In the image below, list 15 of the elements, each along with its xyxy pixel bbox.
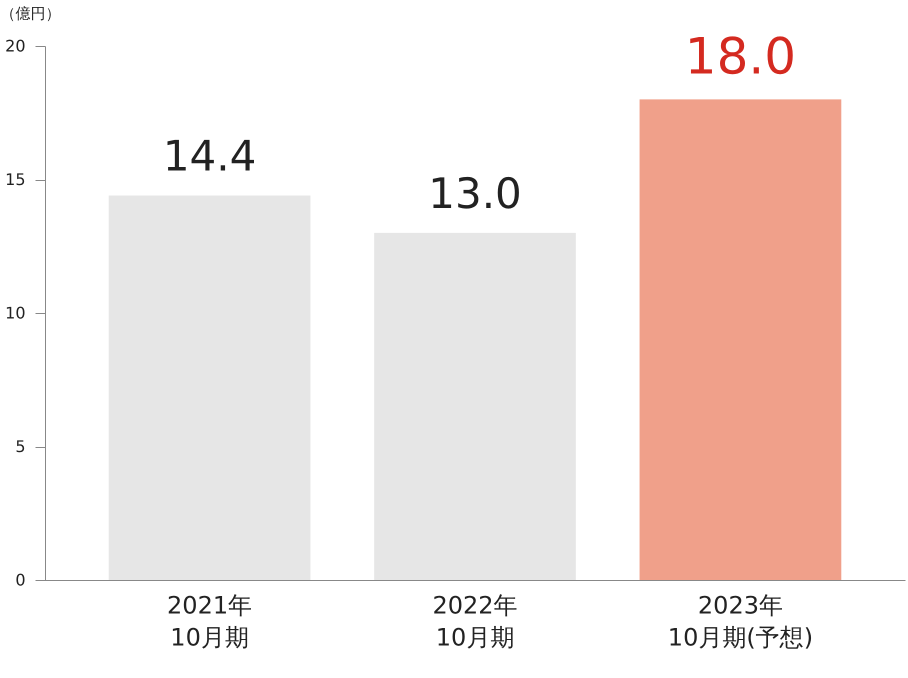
y-axis-title: （億円） xyxy=(0,4,60,22)
bar xyxy=(108,196,310,580)
x-tick-label: 2022年 10月期 xyxy=(432,592,518,652)
bar xyxy=(640,99,842,580)
y-tick-label: 10 xyxy=(5,304,26,322)
data-label: 18.0 xyxy=(684,27,796,86)
data-label: 14.4 xyxy=(162,132,256,181)
data-label: 13.0 xyxy=(428,168,522,218)
y-tick-label: 5 xyxy=(15,437,26,456)
x-tick-label: 2021年 10月期 xyxy=(167,592,252,652)
y-tick-label: 15 xyxy=(5,170,26,189)
y-tick-label: 20 xyxy=(5,36,26,56)
bar xyxy=(374,232,576,580)
x-tick-label: 2023年 10月期(予想) xyxy=(668,592,814,652)
y-tick-label: 0 xyxy=(15,570,26,590)
